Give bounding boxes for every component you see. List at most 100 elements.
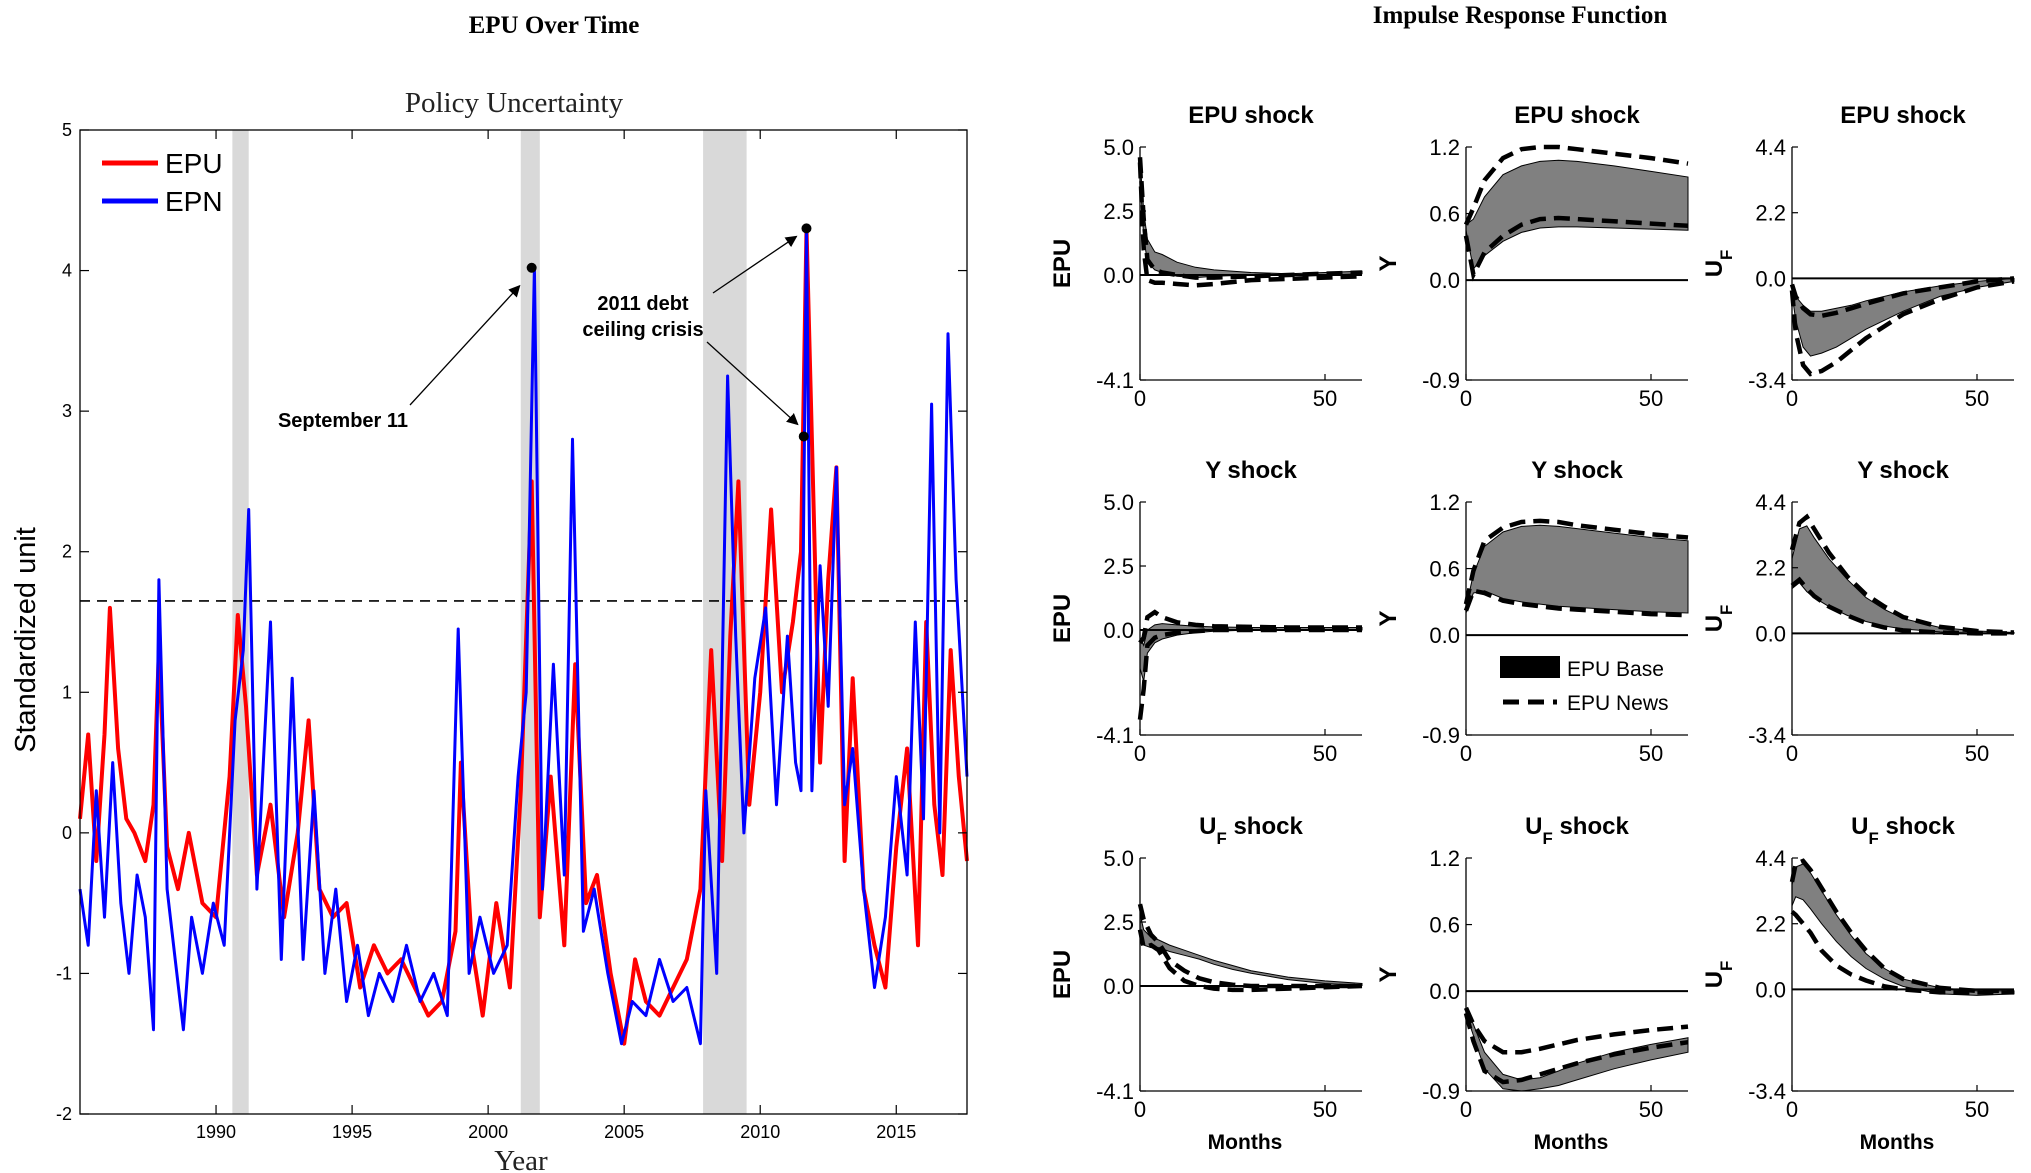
subscript-f: F	[1717, 961, 1736, 971]
y-tick-label: 0.0	[1755, 266, 1786, 291]
x-tick-label: 50	[1639, 1097, 1663, 1122]
irf-panel-ylabel: UF	[1701, 250, 1736, 278]
y-tick-label: 5.0	[1103, 846, 1134, 871]
y-tick-label: 0.0	[1103, 974, 1134, 999]
irf-panel-2-2: 1.2 0.6 0.0 -0.90 50 Y shock Y	[1375, 457, 1689, 766]
epu-base-band	[1465, 159, 1689, 271]
y-tick-label: 0.6	[1429, 557, 1460, 582]
annotation-arrow-debt-top	[712, 235, 798, 294]
y-tick-label: 0.6	[1429, 202, 1460, 227]
epu-base-band	[1139, 159, 1363, 279]
y-tick-label: -4.1	[1096, 1079, 1134, 1104]
y-tick-label: 4	[62, 261, 72, 281]
x-tick-label: 0	[1786, 386, 1798, 411]
epu-news-lower-dashed	[1463, 1012, 1689, 1085]
x-tick-label: 50	[1313, 386, 1337, 411]
y-tick-label: 0.0	[1103, 618, 1134, 643]
left-panel-heading: EPU Over Time	[469, 12, 640, 39]
legend-label-epu-base: EPU Base	[1567, 658, 1664, 681]
y-tick-label: 2.2	[1755, 201, 1786, 226]
recession-band-2	[703, 130, 747, 1114]
x-tick-label: 0	[1460, 386, 1472, 411]
x-tick-label: 0	[1786, 1097, 1798, 1122]
epu-news-upper-dashed	[1138, 609, 1362, 645]
y-tick-label: -3.4	[1748, 368, 1786, 393]
x-tick-label: 0	[1134, 386, 1146, 411]
epu-news-upper-dashed	[1463, 518, 1689, 605]
y-tick-label: -2	[56, 1104, 72, 1124]
y-tick-label: 0.0	[1103, 263, 1134, 288]
x-tick-label: 1990	[196, 1122, 236, 1142]
y-tick-label: 2.2	[1755, 912, 1786, 937]
subscript-f: F	[1717, 250, 1736, 260]
x-tick-label: 50	[1965, 386, 1989, 411]
x-tick-label: 2010	[740, 1122, 780, 1142]
x-tick-label: 0	[1134, 1097, 1146, 1122]
y-tick-label: -3.4	[1748, 723, 1786, 748]
y-tick-label: 2.5	[1103, 910, 1134, 935]
epu-news-lower-dashed	[1790, 576, 2014, 636]
y-tick-label: 2.5	[1103, 554, 1134, 579]
y-tick-label: -0.9	[1422, 1079, 1460, 1104]
epu-news-upper-dashed	[1463, 144, 1689, 226]
legend-swatch-epu-base	[1500, 656, 1560, 678]
irf-panel-2-3: 4.4 2.2 0.0 -3.40 50 Y shock UF	[1701, 457, 2015, 766]
y-tick-label: 1	[62, 682, 72, 702]
y-tick-label: 2.2	[1755, 556, 1786, 581]
epu-news-lower-dashed	[1789, 279, 2015, 377]
x-tick-label: 0	[1460, 741, 1472, 766]
recession-band-1	[520, 130, 540, 1114]
irf-panel-ylabel: Y	[1375, 255, 1402, 271]
irf-panel-title: UF shock	[1199, 813, 1303, 848]
x-tick-label: 1995	[332, 1122, 372, 1142]
y-tick-label: 1.2	[1429, 135, 1460, 160]
y-tick-label: 0.6	[1429, 913, 1460, 938]
epu-news-upper-dashed	[1789, 276, 2015, 319]
title-rest: shock	[1553, 813, 1630, 840]
annotation-debt-line2: ceiling crisis	[582, 319, 703, 341]
y-tick-label: -0.9	[1422, 723, 1460, 748]
x-tick-label: 0	[1786, 741, 1798, 766]
y-tick-label: 0.0	[1755, 977, 1786, 1002]
plot-frame	[79, 129, 968, 1115]
irf-panel-ylabel: UF	[1701, 961, 1736, 989]
annotation-arrow-debt-bottom	[706, 341, 799, 426]
y-tick-label: 4.4	[1755, 135, 1786, 160]
y-tick-label: 5.0	[1103, 490, 1134, 515]
irf-panel-3-1: 5.0 2.5 0.0 -4.10 50 UF shock EPU Months	[1049, 813, 1363, 1154]
y-tick-label: 5	[62, 120, 72, 140]
irf-panel-ylabel: Y	[1375, 610, 1402, 626]
legend-label-epn: EPN	[165, 186, 223, 217]
left-chart-title: Policy Uncertainty	[405, 87, 624, 119]
irf-panel-1-1: 5.0 2.5 0.0 -4.10 50 EPU shock EPU	[1049, 102, 1363, 411]
irf-panel-1-3: 4.4 2.2 0.0 -3.40 50 EPU shock UF	[1701, 102, 2015, 411]
x-tick-label: 2015	[876, 1122, 916, 1142]
annotation-point-2	[798, 431, 809, 442]
y-tick-label: 0.0	[1429, 979, 1460, 1004]
annotation-point-1	[801, 223, 812, 234]
irf-panel-title: EPU shock	[1514, 102, 1640, 129]
legend-label-epu-news: EPU News	[1567, 692, 1669, 715]
irf-panel-ylabel: EPU	[1049, 950, 1076, 999]
epu-news-lower-dashed	[1790, 910, 2014, 995]
y-tick-label: -0.9	[1422, 368, 1460, 393]
x-tick-label: 0	[1134, 741, 1146, 766]
irf-panel-title: EPU shock	[1840, 102, 1966, 129]
y-tick-label: 0.0	[1429, 268, 1460, 293]
irf-panel-1-2: 1.2 0.6 0.0 -0.90 50 EPU shock Y	[1375, 102, 1689, 411]
y-tick-label: 0.0	[1429, 623, 1460, 648]
right-panel-heading: Impulse Response Function	[1373, 2, 1668, 29]
epu-news-lower-dashed	[1463, 215, 1689, 282]
recession-band-0	[232, 130, 249, 1114]
x-tick-label: 50	[1639, 386, 1663, 411]
y-tick-label: 5.0	[1103, 135, 1134, 160]
x-tick-label: 50	[1313, 1097, 1337, 1122]
y-tick-label: -1	[56, 963, 72, 983]
epu-news-upper-dashed	[1789, 858, 2014, 994]
irf-panel-xlabel: Months	[1208, 1131, 1283, 1154]
x-tick-label: 50	[1965, 741, 1989, 766]
epu-news-upper-dashed	[1137, 157, 1363, 280]
x-tick-label: 2000	[468, 1122, 508, 1142]
annotation-arrow-sep11	[409, 284, 521, 406]
